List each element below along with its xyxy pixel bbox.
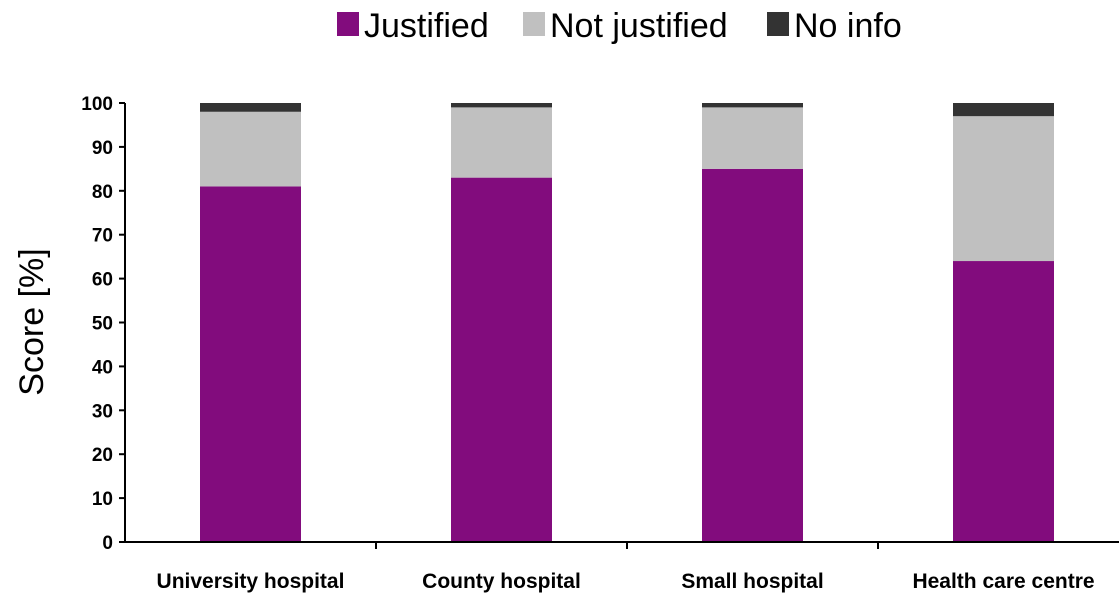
y-tick-label-70: 70	[92, 226, 113, 247]
legend-label-justified: Justified	[364, 7, 489, 45]
bar-small-hospital-no-info	[702, 103, 803, 108]
x-tick-label-health-care-centre: Health care centre	[912, 570, 1094, 593]
legend-swatch-no-info	[767, 12, 789, 36]
y-tick-label-20: 20	[92, 445, 113, 466]
y-tick-label-30: 30	[92, 401, 113, 422]
legend-swatch-justified	[337, 12, 359, 36]
bar-health-care-centre-no-info	[953, 103, 1054, 117]
x-tick-label-county-hospital: County hospital	[422, 570, 581, 593]
bar-county-hospital-no-info	[451, 103, 552, 108]
bar-health-care-centre-not-justified	[953, 116, 1054, 262]
axes-group: 0 10 20 30 40 50 60 70 80 90 100 University hospita…	[81, 94, 1119, 593]
legend-swatch-not-justified	[523, 12, 545, 36]
y-axis-title: Score [%]	[13, 248, 51, 395]
y-tick-label-80: 80	[92, 182, 113, 203]
x-tick-label-small-hospital: Small hospital	[681, 570, 823, 593]
y-tick-label-40: 40	[92, 357, 113, 378]
bar-small-hospital-justified	[702, 168, 803, 542]
bar-university-hospital-justified	[200, 186, 301, 542]
bar-health-care-centre-justified	[953, 261, 1054, 542]
bar-university-hospital-no-info	[200, 103, 301, 112]
y-tick-label-0: 0	[102, 533, 113, 554]
y-tick-label-60: 60	[92, 270, 113, 291]
y-tick-label-50: 50	[92, 314, 113, 335]
bar-county-hospital-not-justified	[451, 107, 552, 178]
legend-label-not-justified: Not justified	[550, 7, 728, 45]
legend-label-no-info: No info	[794, 7, 902, 45]
bar-university-hospital-not-justified	[200, 111, 301, 187]
chart-legend: Justified Not justified No info	[337, 7, 902, 45]
y-tick-label-100: 100	[81, 94, 113, 115]
y-tick-label-10: 10	[92, 489, 113, 510]
bar-county-hospital-justified	[451, 177, 552, 542]
y-tick-label-90: 90	[92, 138, 113, 159]
x-tick-label-university-hospital: University hospital	[157, 570, 345, 593]
bar-small-hospital-not-justified	[702, 107, 803, 169]
bars-group	[200, 103, 1054, 542]
